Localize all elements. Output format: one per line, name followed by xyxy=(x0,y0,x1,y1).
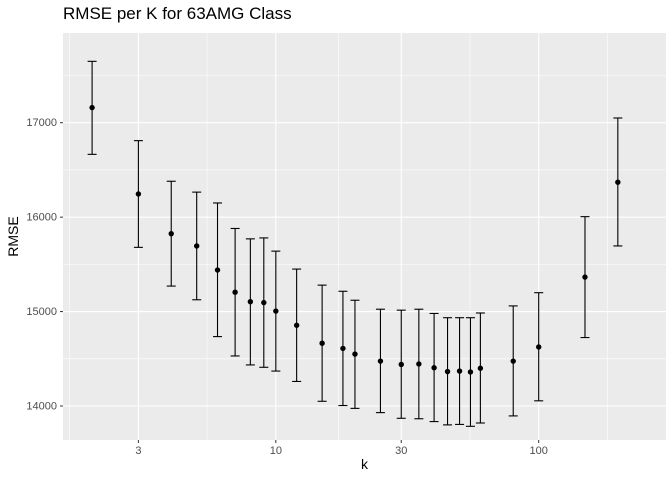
x-tick-label: 30 xyxy=(395,445,407,457)
x-tick-label: 100 xyxy=(530,445,548,457)
data-point xyxy=(273,308,279,314)
plot-panel xyxy=(63,33,666,440)
data-point xyxy=(477,365,484,371)
data-point xyxy=(377,358,384,364)
data-point xyxy=(431,365,437,371)
data-point xyxy=(416,361,422,367)
data-point xyxy=(168,230,174,237)
data-point xyxy=(510,358,516,364)
y-tick-label: 14000 xyxy=(26,401,57,413)
data-point xyxy=(232,289,238,295)
data-point xyxy=(582,274,588,280)
y-tick-label: 15000 xyxy=(26,306,57,318)
data-point xyxy=(535,344,542,350)
data-point xyxy=(444,368,451,375)
data-point xyxy=(293,322,300,328)
data-point xyxy=(319,340,325,346)
x-tick-label: 3 xyxy=(135,445,141,457)
y-axis-label: RMSE xyxy=(5,216,21,256)
data-point xyxy=(135,191,142,197)
data-point xyxy=(214,267,221,273)
data-point xyxy=(467,369,474,375)
data-point xyxy=(456,368,463,374)
data-point xyxy=(352,351,358,357)
data-point xyxy=(340,345,346,352)
x-tick-label: 10 xyxy=(270,445,282,457)
x-axis-label: k xyxy=(361,456,369,472)
data-point xyxy=(194,243,200,249)
data-point xyxy=(398,361,404,368)
data-point xyxy=(261,299,267,306)
chart-title: RMSE per K for 63AMG Class xyxy=(63,4,292,23)
data-point xyxy=(89,104,95,111)
y-tick-label: 16000 xyxy=(26,212,57,224)
y-tick-label: 17000 xyxy=(26,117,57,129)
data-point xyxy=(247,298,254,305)
data-point xyxy=(615,179,621,185)
